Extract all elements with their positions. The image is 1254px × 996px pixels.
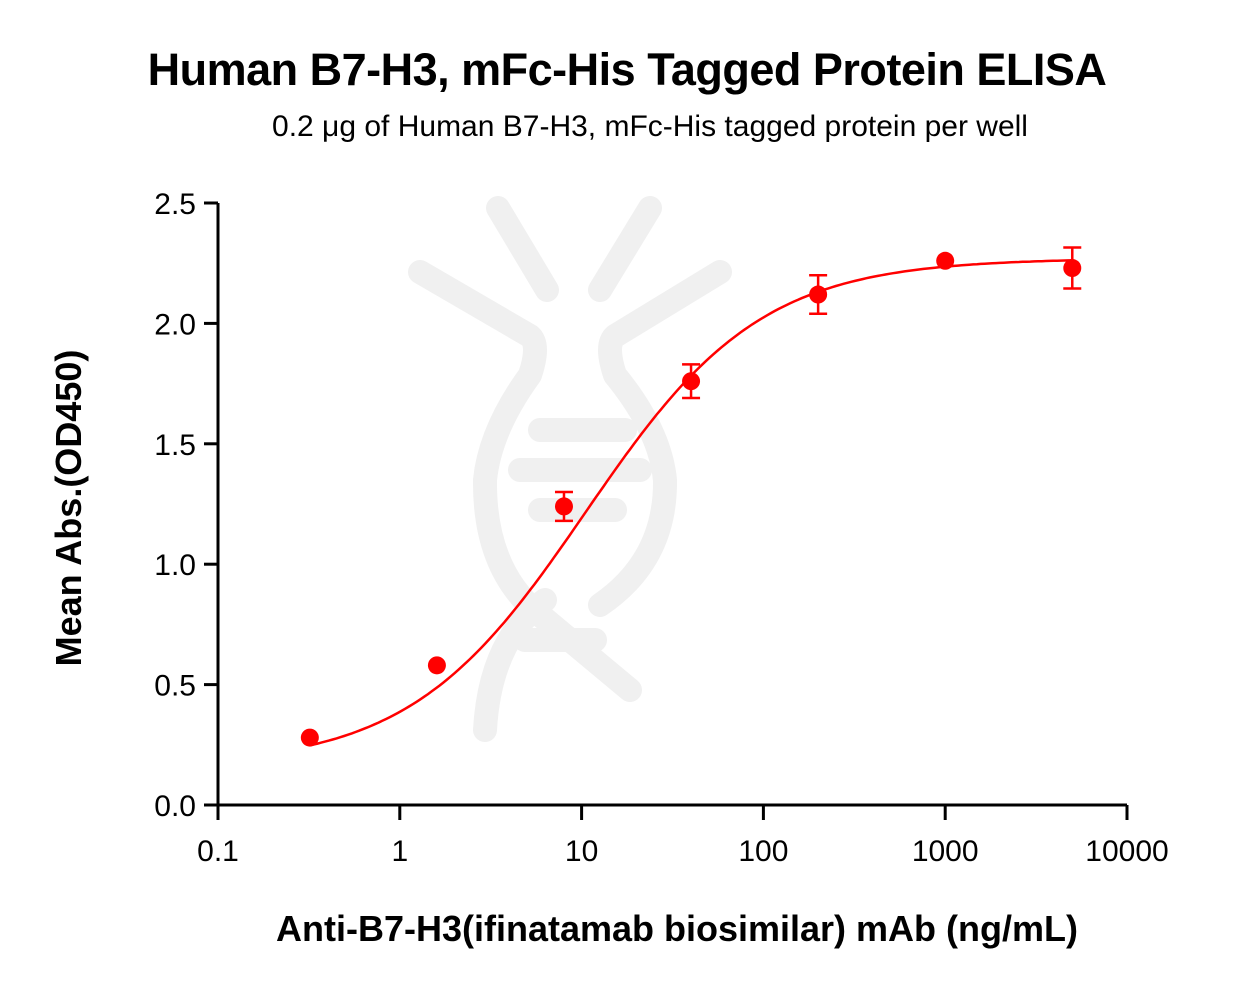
data-point: [300, 728, 319, 747]
y-tick-label: 1.0: [154, 549, 196, 582]
y-tick-label: 0.0: [154, 790, 196, 823]
y-tick-label: 1.5: [154, 429, 196, 462]
x-tick-label: 0.1: [197, 835, 239, 868]
watermark-logo-icon: [408, 196, 732, 742]
chart-subtitle: 0.2 μg of Human B7-H3, mFc-His tagged pr…: [272, 110, 1028, 143]
fit-curve-path: [309, 259, 1073, 747]
data-point: [809, 273, 828, 316]
fit-curve: [309, 259, 1073, 747]
data-point: [427, 656, 446, 675]
y-tick-label: 2.5: [154, 188, 196, 221]
axes: 0.0 0.5 1.0 1.5 2.0 2.5 0.1 1 10 100 1000 10000: [154, 188, 1168, 868]
y-tick-label: 0.5: [154, 670, 196, 703]
x-axis-label: Anti-B7-H3(ifinatamab biosimilar) mAb (n…: [275, 908, 1079, 949]
data-marker: [554, 497, 573, 516]
x-tick-label: 1: [391, 835, 408, 868]
data-point: [682, 363, 701, 400]
x-tick-label: 10: [565, 835, 598, 868]
data-point: [1063, 246, 1082, 290]
data-marker: [936, 251, 955, 270]
x-tick-label: 1000: [912, 835, 979, 868]
data-point: [554, 490, 573, 523]
chart-title: Human B7-H3, mFc-His Tagged Protein ELIS…: [147, 44, 1107, 95]
data-marker: [1063, 259, 1082, 278]
data-marker: [682, 372, 701, 391]
data-marker: [300, 728, 319, 747]
data-point: [936, 251, 955, 270]
data-marker: [809, 285, 828, 304]
data-marker: [427, 656, 446, 675]
x-tick-label: 10000: [1085, 835, 1168, 868]
data-points: [300, 246, 1082, 747]
x-tick-label: 100: [738, 835, 788, 868]
y-tick-label: 2.0: [154, 308, 196, 341]
